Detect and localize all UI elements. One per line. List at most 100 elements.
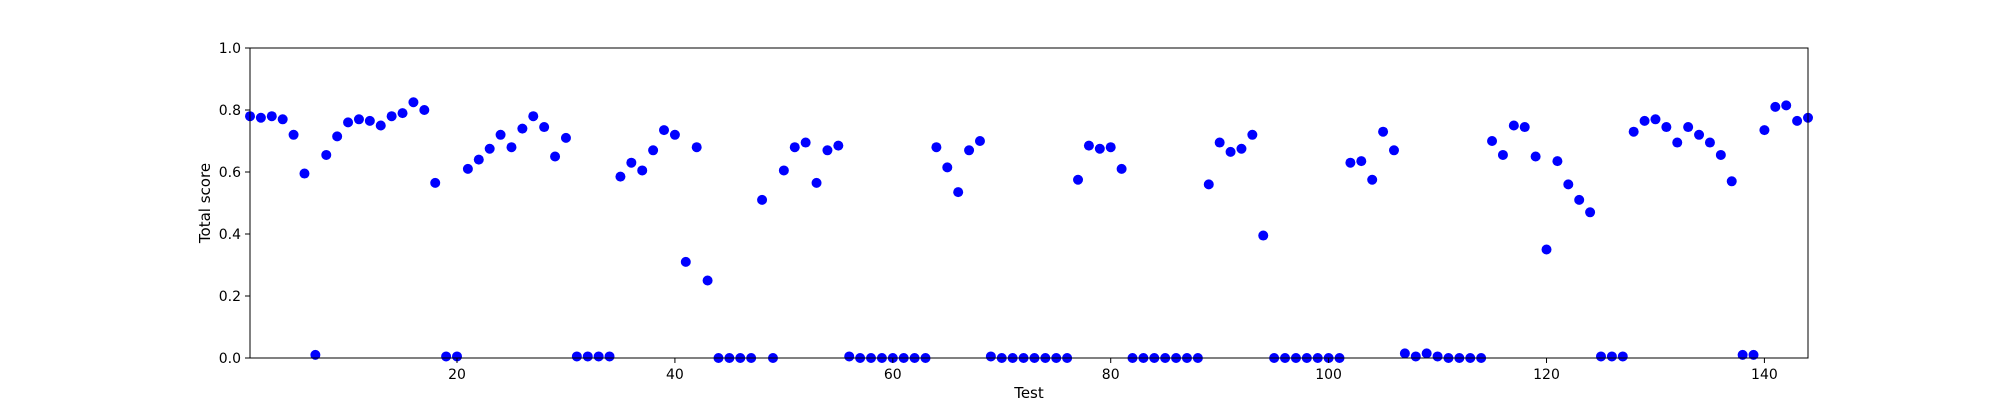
data-point <box>277 114 288 125</box>
data-point <box>1737 349 1748 360</box>
data-point <box>1661 122 1672 133</box>
y-tick-label: 0.8 <box>219 103 241 119</box>
data-point <box>789 142 800 153</box>
data-point <box>343 117 354 128</box>
data-point <box>1563 179 1574 190</box>
data-point <box>1508 120 1519 131</box>
data-point <box>495 129 506 140</box>
data-point <box>462 163 473 174</box>
data-point <box>1203 179 1214 190</box>
data-point <box>1094 143 1105 154</box>
y-tick-label: 1.0 <box>219 41 241 57</box>
data-point <box>669 129 680 140</box>
data-point <box>321 149 332 160</box>
data-point <box>974 136 985 146</box>
data-point <box>1519 122 1530 133</box>
x-tick-label: 80 <box>1102 367 1120 383</box>
data-point <box>1214 137 1225 148</box>
data-point <box>691 142 702 153</box>
data-point <box>441 351 452 362</box>
data-point <box>615 171 626 182</box>
data-point <box>757 194 768 205</box>
data-point <box>1378 126 1389 137</box>
data-point <box>310 349 321 360</box>
data-point <box>800 137 811 148</box>
data-point <box>1617 351 1628 362</box>
y-axis-label: Total score <box>196 163 214 244</box>
data-point <box>953 187 964 198</box>
data-point <box>702 275 713 286</box>
data-point <box>1073 174 1084 185</box>
data-point <box>1247 129 1258 140</box>
data-point <box>1639 115 1650 126</box>
data-point <box>593 351 604 362</box>
data-point <box>1650 114 1661 125</box>
data-point <box>680 256 691 267</box>
data-point <box>1530 151 1541 162</box>
data-point <box>1541 244 1552 255</box>
data-point <box>811 177 822 188</box>
data-point <box>637 165 648 176</box>
data-point <box>299 168 310 179</box>
data-point <box>1704 137 1715 148</box>
data-point <box>353 114 364 125</box>
data-point <box>1432 351 1443 362</box>
data-point <box>1595 351 1606 362</box>
data-point <box>484 143 495 154</box>
data-point <box>1770 101 1781 112</box>
data-point <box>985 351 996 362</box>
data-point <box>1606 351 1617 362</box>
data-point <box>332 131 343 142</box>
data-point <box>942 162 953 173</box>
data-point <box>1399 348 1410 359</box>
data-point <box>1715 149 1726 160</box>
y-tick-label: 0.6 <box>219 165 241 181</box>
data-point <box>1759 125 1770 136</box>
data-point <box>528 111 539 122</box>
data-point <box>255 112 266 123</box>
data-point <box>582 351 593 362</box>
x-tick-label: 140 <box>1751 367 1778 383</box>
data-point <box>375 120 386 131</box>
data-point <box>604 351 615 362</box>
data-point <box>1116 163 1127 174</box>
data-point <box>1585 207 1596 218</box>
data-point <box>1672 137 1683 148</box>
data-point <box>430 177 441 188</box>
y-tick-label: 0.4 <box>219 227 241 243</box>
y-tick-label: 0.0 <box>219 351 241 367</box>
data-point <box>1726 176 1737 187</box>
data-point <box>517 123 528 134</box>
data-point <box>506 142 517 153</box>
data-point <box>1225 146 1236 157</box>
data-point <box>288 129 299 140</box>
data-point <box>364 115 375 126</box>
data-point <box>1105 142 1116 153</box>
data-point <box>648 145 659 156</box>
data-point <box>539 122 550 133</box>
data-point <box>1367 174 1378 185</box>
data-point <box>550 151 561 162</box>
data-point <box>419 105 430 115</box>
y-tick-label: 0.2 <box>219 289 241 305</box>
y-axis: 0.0 0.2 0.4 0.6 0.8 1.0 <box>219 41 250 367</box>
x-tick-label: 40 <box>666 367 684 383</box>
data-point <box>1083 140 1094 151</box>
data-point <box>659 125 670 136</box>
data-point <box>1356 156 1367 167</box>
data-point <box>833 140 844 151</box>
data-point <box>560 132 571 143</box>
data-point <box>571 351 582 362</box>
x-tick-label: 20 <box>448 367 466 383</box>
data-point <box>1574 194 1585 205</box>
data-point <box>626 157 637 168</box>
data-point <box>844 351 855 362</box>
plot-frame <box>249 47 1809 359</box>
data-point <box>1236 143 1247 154</box>
data-point <box>778 165 789 176</box>
data-point <box>1748 349 1759 360</box>
data-point <box>1694 129 1705 140</box>
data-point <box>1683 122 1694 133</box>
data-point <box>1792 115 1803 126</box>
